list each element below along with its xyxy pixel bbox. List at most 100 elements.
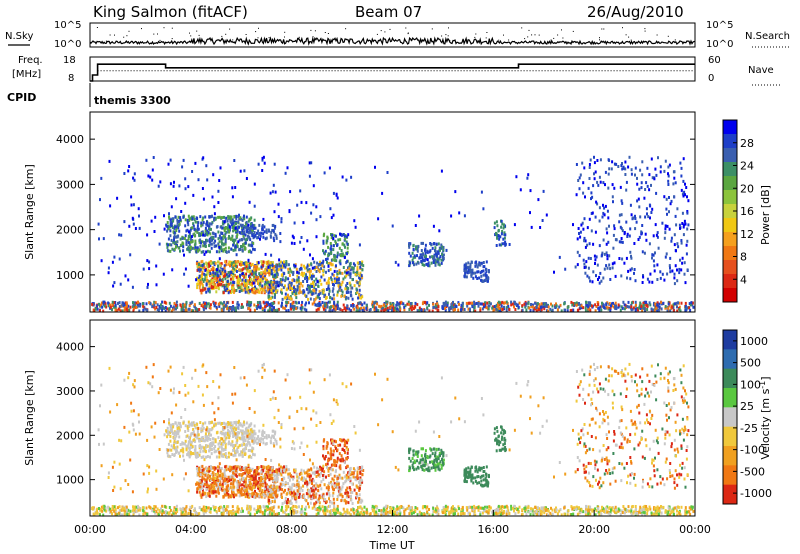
power-point bbox=[197, 227, 200, 231]
power-point bbox=[630, 305, 633, 309]
power-point bbox=[673, 195, 675, 199]
power-point bbox=[620, 305, 623, 309]
velocity-point bbox=[248, 475, 251, 478]
noise-search-point bbox=[599, 37, 600, 39]
power-point bbox=[392, 306, 395, 310]
power-point bbox=[376, 302, 379, 306]
power-point bbox=[434, 263, 437, 267]
power-point bbox=[111, 260, 114, 264]
power-point bbox=[203, 272, 206, 276]
velocity-point bbox=[188, 448, 191, 452]
power-point bbox=[166, 229, 169, 233]
power-point bbox=[289, 303, 292, 307]
power-point bbox=[206, 239, 209, 243]
power-point bbox=[416, 303, 419, 307]
velocity-point bbox=[186, 425, 189, 429]
power-point bbox=[463, 269, 466, 272]
power-point bbox=[183, 237, 186, 240]
power-point bbox=[611, 195, 614, 199]
power-point bbox=[240, 289, 243, 293]
power-point bbox=[652, 259, 655, 263]
power-point bbox=[485, 270, 488, 273]
power-point bbox=[465, 268, 467, 272]
power-point bbox=[238, 238, 241, 242]
power-point bbox=[114, 306, 117, 310]
power-point bbox=[658, 305, 661, 309]
power-point bbox=[263, 161, 266, 165]
power-point bbox=[232, 307, 235, 311]
power-point bbox=[402, 302, 405, 306]
velocity-point bbox=[222, 448, 225, 452]
power-point bbox=[295, 307, 298, 311]
power-point bbox=[221, 272, 223, 276]
power-point bbox=[146, 308, 149, 312]
power-point bbox=[586, 243, 589, 247]
power-point bbox=[247, 219, 250, 223]
power-point bbox=[595, 305, 598, 308]
power-point bbox=[250, 222, 252, 226]
power-point bbox=[265, 236, 268, 240]
noise-tick-left-top: 10^5 bbox=[54, 20, 81, 31]
power-point bbox=[206, 178, 209, 182]
power-point bbox=[123, 308, 126, 312]
power-point bbox=[279, 278, 282, 281]
velocity-point bbox=[207, 473, 210, 477]
power-point bbox=[479, 307, 482, 311]
power-point bbox=[319, 260, 321, 264]
power-point bbox=[226, 280, 229, 283]
velocity-point bbox=[213, 422, 216, 426]
velocity-point bbox=[186, 434, 189, 438]
power-point bbox=[287, 267, 290, 271]
velocity-point bbox=[232, 469, 235, 473]
power-point bbox=[636, 199, 639, 203]
power-point bbox=[460, 307, 463, 311]
power-point bbox=[100, 303, 102, 307]
power-point bbox=[239, 169, 242, 173]
power-point bbox=[657, 156, 659, 160]
power-point bbox=[202, 306, 205, 310]
power-point bbox=[538, 303, 541, 307]
power-point bbox=[301, 305, 304, 309]
velocity-point bbox=[221, 432, 224, 436]
power-point bbox=[264, 277, 267, 281]
power-point bbox=[191, 246, 194, 250]
velocity-point bbox=[247, 425, 250, 429]
power-point bbox=[419, 253, 422, 257]
power-point bbox=[654, 302, 657, 306]
velocity-point bbox=[220, 445, 223, 449]
power-point bbox=[428, 309, 431, 313]
power-point bbox=[295, 301, 298, 305]
power-point bbox=[202, 250, 205, 254]
noise-search-point bbox=[189, 40, 190, 42]
power-point bbox=[621, 201, 624, 205]
power-point bbox=[469, 270, 472, 274]
power-point bbox=[311, 292, 314, 296]
power-point bbox=[314, 298, 317, 302]
power-point bbox=[104, 302, 107, 306]
power-point bbox=[500, 304, 503, 308]
velocity-point bbox=[244, 452, 247, 456]
power-colorbar-segment bbox=[723, 246, 737, 261]
velocity-point bbox=[179, 454, 181, 458]
power-point bbox=[473, 300, 476, 304]
power-point bbox=[408, 264, 411, 268]
power-point bbox=[417, 261, 420, 265]
power-point bbox=[128, 165, 131, 168]
noise-search-point bbox=[508, 39, 510, 41]
power-point bbox=[217, 230, 220, 234]
power-point bbox=[307, 297, 309, 301]
power-point bbox=[164, 301, 167, 305]
power-point bbox=[208, 240, 211, 244]
velocity-point bbox=[200, 446, 202, 450]
power-point bbox=[602, 181, 605, 185]
power-point bbox=[146, 259, 149, 263]
power-point bbox=[248, 301, 251, 305]
power-point bbox=[224, 242, 227, 246]
power-point bbox=[120, 233, 123, 237]
power-point bbox=[471, 303, 474, 307]
power-point bbox=[229, 281, 232, 285]
velocity-point bbox=[166, 426, 169, 430]
velocity-point bbox=[230, 478, 233, 482]
power-point bbox=[171, 247, 174, 251]
power-point bbox=[184, 177, 187, 181]
